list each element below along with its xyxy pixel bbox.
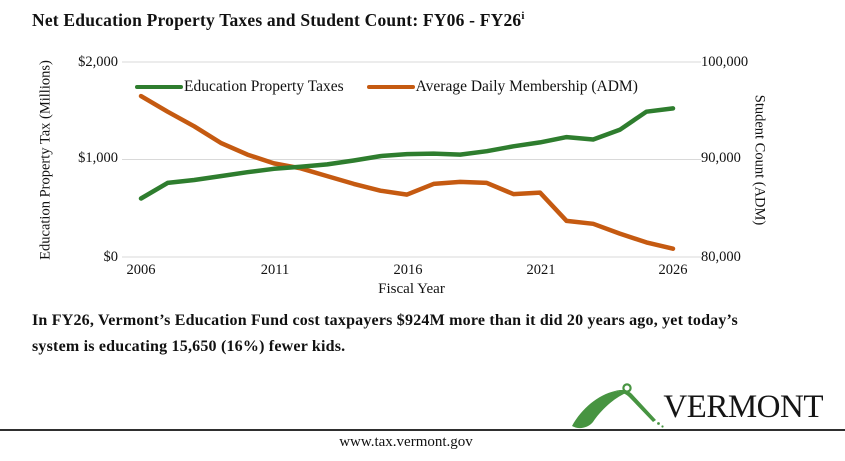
y-axis-right-title: Student Count (ADM) [751, 94, 768, 226]
y-right-tick-90000: 90,000 [701, 150, 741, 166]
legend-item-tax: Education Property Taxes [135, 78, 344, 96]
y-axis-left-title: Education Property Tax (Millions) [37, 60, 54, 260]
page-title-text: Net Education Property Taxes and Student… [32, 10, 522, 30]
x-tick-2026: 2026 [658, 262, 688, 278]
x-axis-title: Fiscal Year [378, 281, 445, 297]
x-tick-2011: 2011 [260, 262, 290, 278]
legend-swatch-tax [135, 85, 183, 89]
y-left-tick-0: $0 [103, 249, 119, 265]
footer-divider [0, 429, 845, 431]
page-title: Net Education Property Taxes and Student… [32, 10, 525, 31]
y-left-tick-1000: $1,000 [78, 150, 118, 166]
x-tick-2006: 2006 [126, 262, 156, 278]
legend-item-adm: Average Daily Membership (ADM) [366, 78, 638, 96]
vermont-logo-text: VERMONT [663, 388, 823, 425]
x-tick-2021: 2021 [526, 262, 556, 278]
tax-line [138, 106, 676, 201]
vermont-logo: VERMONT [570, 382, 823, 432]
adm-line [138, 93, 676, 251]
takeaway-text: In FY26, Vermont’s Education Fund cost t… [32, 312, 738, 355]
x-tick-2016: 2016 [393, 262, 423, 278]
legend-label-tax: Education Property Taxes [184, 78, 344, 95]
y-right-tick-100000: 100,000 [701, 54, 749, 70]
mountain-icon [572, 383, 664, 429]
chart-legend: Education Property Taxes Average Daily M… [135, 78, 638, 96]
title-footnote-marker: i [521, 10, 525, 23]
y-left-tick-2000: $2,000 [78, 54, 118, 70]
plot-area-svg [122, 61, 701, 258]
legend-swatch-adm [366, 85, 415, 89]
legend-label-adm: Average Daily Membership (ADM) [415, 78, 638, 95]
y-right-tick-80000: 80,000 [701, 249, 741, 265]
footer-url: www.tax.vermont.gov [339, 434, 473, 450]
